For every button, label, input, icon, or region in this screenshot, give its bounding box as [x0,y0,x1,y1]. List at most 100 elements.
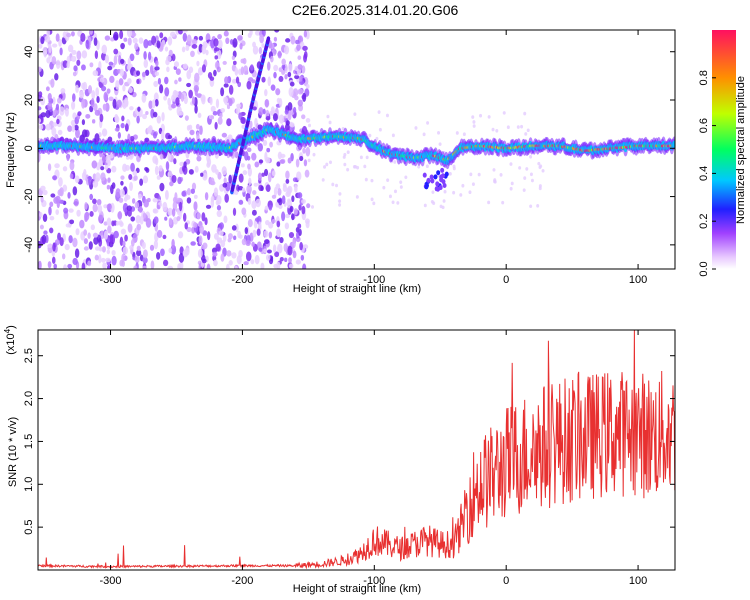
noise-point [299,75,303,82]
noise-point [177,176,182,185]
colorbar-tick-label: 0.6 [698,118,710,133]
noise-point [273,64,279,72]
noise-point [119,68,125,77]
noise-point [267,76,271,87]
y-tick-label: 2.0 [23,391,35,406]
noise-point [162,259,169,267]
x-tick-label: -300 [100,274,122,286]
noise-point [129,181,133,192]
noise-point [205,49,209,56]
noise-point [462,132,466,137]
noise-point [144,69,150,76]
noise-point [106,184,111,190]
noise-point [57,129,63,136]
noise-point [176,197,182,203]
noise-point [101,246,106,253]
noise-point [174,192,178,202]
noise-point [264,239,270,245]
noise-point [120,180,124,186]
noise-point [224,193,229,203]
noise-point [120,228,127,235]
noise-point [186,188,191,196]
noise-point [55,103,60,111]
noise-point [40,112,47,118]
noise-point [414,126,418,130]
noise-point [149,244,155,251]
noise-point [377,110,381,114]
noise-point [263,168,269,177]
noise-point [292,250,297,259]
y-tick-label: -20 [23,189,35,205]
noise-point [321,178,325,182]
noise-point [443,189,447,194]
noise-point [118,220,123,226]
noise-point [69,219,75,225]
noise-point [492,168,496,172]
noise-point [213,38,219,47]
noise-point [139,215,144,225]
noise-point [124,123,129,132]
noise-point [235,223,239,233]
noise-point [181,190,187,197]
noise-point [132,37,138,44]
noise-point [90,224,95,231]
noise-point [277,50,282,59]
noise-point [188,124,193,130]
noise-point [287,245,293,256]
noise-point [228,98,233,107]
noise-point [204,192,209,201]
noise-point [170,104,177,109]
noise-point [177,263,182,269]
noise-point [181,165,186,172]
noise-point [299,242,303,251]
noise-point [168,217,173,226]
noise-point [49,227,54,234]
noise-point [143,39,149,49]
signal-dip [436,170,441,176]
signal-dip [440,173,445,179]
noise-point [215,169,219,175]
noise-point [75,128,80,139]
noise-point [40,96,46,106]
noise-point [104,54,110,64]
noise-point [226,118,232,127]
noise-point [191,43,198,49]
noise-point [215,200,220,206]
noise-point [293,208,298,216]
noise-point [165,161,170,171]
streak-point [266,36,271,42]
noise-point [100,172,106,182]
noise-point [85,39,90,49]
noise-point [250,259,255,265]
noise-point [107,177,111,183]
noise-point [171,208,176,217]
noise-point [95,87,100,97]
noise-point [523,176,527,180]
noise-point [254,30,261,36]
noise-point [291,213,295,221]
noise-point [119,188,125,198]
noise-point [190,188,196,194]
noise-point [217,116,223,125]
noise-point [130,32,137,37]
noise-point [271,219,276,224]
noise-point [288,63,293,73]
noise-point [109,75,115,84]
noise-point [68,235,73,244]
noise-point [268,231,273,239]
noise-point [49,215,55,221]
noise-point [39,212,43,218]
noise-point [148,100,153,110]
noise-point [164,87,170,97]
noise-point [121,115,125,122]
noise-point [94,246,101,251]
noise-point [228,84,234,95]
noise-point [71,49,77,55]
noise-point [166,55,172,62]
noise-point [228,260,233,266]
noise-point [182,212,187,222]
noise-point [118,78,124,86]
noise-point [100,166,105,171]
noise-point [38,260,42,269]
noise-point [159,153,164,160]
